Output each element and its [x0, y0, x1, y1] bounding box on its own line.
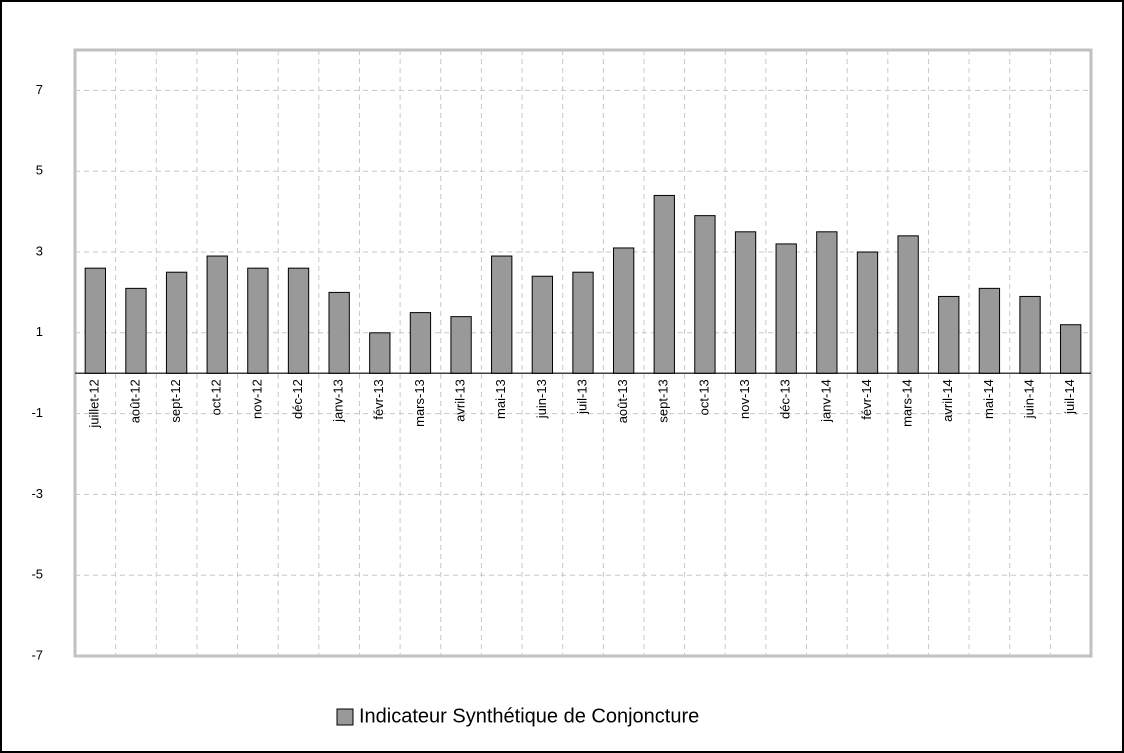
y-tick-label: 5 — [36, 163, 43, 178]
bar — [206, 255, 228, 374]
y-tick-label: 1 — [36, 324, 43, 339]
x-tick-label: nov-13 — [737, 379, 752, 419]
legend: Indicateur Synthétique de Conjoncture — [336, 705, 699, 727]
x-tick-label: janv-13 — [331, 379, 346, 423]
x-tick-label: janv-14 — [818, 379, 833, 423]
y-tick-label: 7 — [36, 82, 43, 97]
x-tick-label: oct-13 — [696, 379, 711, 415]
x-tick-label: févr-13 — [371, 379, 386, 419]
x-tick-label: juin-13 — [534, 379, 549, 419]
y-tick-label: -1 — [31, 405, 43, 420]
bar — [572, 271, 594, 374]
x-tick-label: août-13 — [615, 379, 630, 423]
y-tick-label: 3 — [36, 243, 43, 258]
bar — [694, 215, 716, 374]
bar — [734, 231, 757, 374]
x-tick-label: avril-13 — [453, 379, 468, 422]
x-tick-label: nov-12 — [249, 379, 264, 419]
x-tick-label: juil-13 — [574, 379, 589, 415]
x-tick-label: juillet-12 — [87, 379, 102, 428]
x-tick-label: sept-12 — [168, 379, 183, 422]
x-tick-label: févr-14 — [859, 379, 874, 419]
x-tick-label: juil-14 — [1062, 379, 1077, 415]
y-tick-label: -7 — [31, 647, 43, 662]
bar — [816, 231, 838, 374]
bar — [287, 267, 310, 374]
bar — [369, 332, 391, 374]
bar — [856, 251, 879, 374]
bar — [978, 287, 1001, 374]
y-tick-label: -3 — [31, 486, 43, 501]
bar — [450, 316, 472, 374]
bar — [897, 235, 919, 374]
bar — [531, 275, 554, 374]
bar — [491, 255, 513, 374]
bar — [653, 194, 675, 374]
bar — [328, 291, 350, 374]
x-tick-label: mars-14 — [900, 379, 915, 427]
bar — [938, 295, 960, 374]
bar — [775, 243, 797, 374]
x-tick-label: juin-14 — [1021, 379, 1036, 419]
y-tick-label: -5 — [31, 567, 43, 582]
legend-label: Indicateur Synthétique de Conjoncture — [359, 705, 699, 727]
x-tick-label: août-12 — [127, 379, 142, 423]
bar — [165, 271, 188, 374]
bar — [409, 312, 432, 374]
x-tick-label: mai-13 — [493, 379, 508, 419]
x-tick-label: oct-12 — [209, 379, 224, 415]
bar — [125, 287, 147, 374]
x-tick-label: déc-13 — [778, 379, 793, 419]
bar — [84, 267, 106, 374]
bar — [1060, 324, 1082, 374]
x-tick-label: déc-12 — [290, 379, 305, 419]
bar — [1019, 295, 1041, 374]
legend-swatch — [336, 708, 354, 726]
x-tick-label: avril-14 — [940, 379, 955, 422]
bar — [247, 267, 269, 374]
x-tick-label: sept-13 — [656, 379, 671, 422]
bar — [612, 247, 635, 374]
x-tick-label: mai-14 — [981, 379, 996, 419]
x-tick-label: mars-13 — [412, 379, 427, 427]
